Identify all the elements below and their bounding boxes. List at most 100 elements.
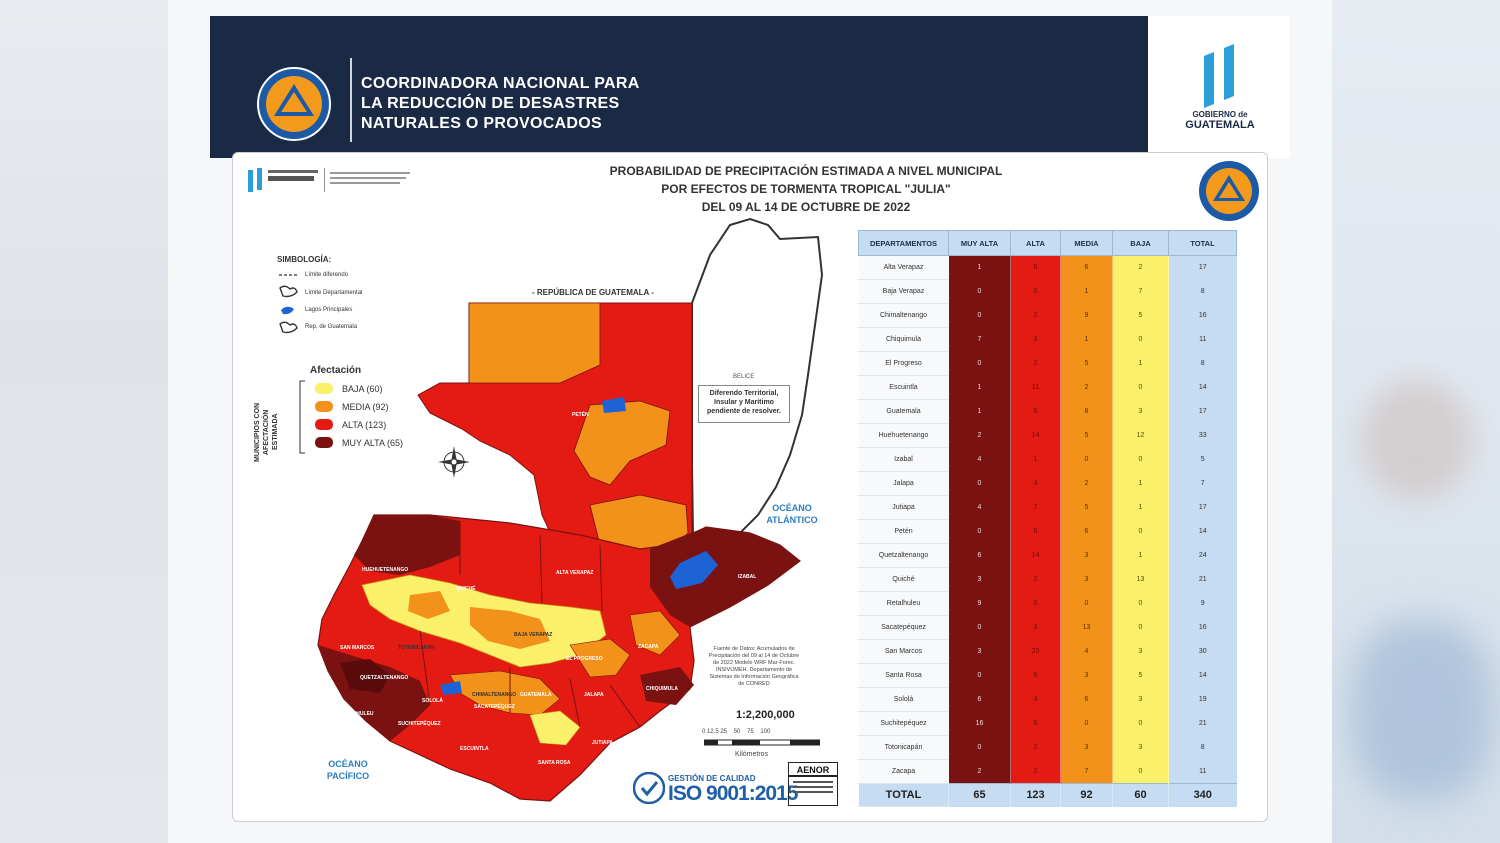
dept-label: ALTA VERAPAZ [556,570,594,576]
dept-label: SACATEPÉQUEZ [474,704,515,710]
cell-departamento: Zacapa [858,759,949,784]
afectacion-baja: BAJA (60) [342,384,383,394]
scale-bar [704,739,820,746]
total-value: 60 [1112,783,1169,807]
cell-departamento: Santa Rosa [858,663,949,688]
map-title-line: DEL 09 AL 14 DE OCTUBRE DE 2022 [701,200,911,214]
cell-value: 9 [948,591,1011,616]
cell-value: 13 [1060,615,1113,640]
header-banner [210,16,1148,158]
simbologia-item: Lagos Principales [305,307,353,313]
dept-label: HUEHUETENANGO [362,567,409,573]
afectacion-title: Afectación [310,365,362,376]
cell-value: 3 [1060,567,1113,592]
cell-value: 0 [948,615,1011,640]
cell-value: 12 [1112,423,1169,448]
cell-value: 5 [1112,663,1169,688]
cell-value: 17 [1168,495,1237,520]
cell-value: 0 [948,471,1011,496]
afectacion-alta: ALTA (123) [342,420,387,430]
table-row: Sacatepéquez 0 3 13 0 16 [858,615,1237,640]
dept-label: QUETZALTENANGO [360,675,409,681]
th-media: MEDIA [1060,230,1113,256]
th-muy-alta: MUY ALTA [948,230,1011,256]
cell-departamento: Jalapa [858,471,949,496]
scale-ticks: 0 12.5 25 50 75 100 [702,729,771,735]
cell-departamento: Sacatepéquez [858,615,949,640]
cell-value: 0 [1112,615,1169,640]
swatch-alta [315,419,333,430]
cell-value: 24 [1168,543,1237,568]
cell-value: 0 [1060,711,1113,736]
cell-value: 3 [1010,327,1061,352]
iso-big-text: ISO 9001:2015 [668,782,798,805]
table-row: Quiché 3 2 3 13 21 [858,567,1237,592]
cell-value: 8 [1168,279,1237,304]
cell-value: 7 [1112,279,1169,304]
cell-value: 5 [1168,447,1237,472]
cell-departamento: Quetzaltenango [858,543,949,568]
cell-value: 0 [1112,447,1169,472]
cell-value: 1 [1112,495,1169,520]
cell-value: 14 [1168,375,1237,400]
cell-value: 7 [1010,495,1061,520]
table-row: Alta Verapaz 1 8 6 2 17 [858,255,1237,280]
dept-label: SANTA ROSA [538,760,571,766]
dept-label: JUTIAPA [592,740,614,746]
cell-departamento: San Marcos [858,639,949,664]
background-right [1332,0,1500,843]
dept-label: EL PROGRESO [566,656,603,662]
cell-departamento: Escuintla [858,375,949,400]
cell-value: 14 [1010,423,1061,448]
iso-quality-icon [633,772,665,804]
swatch-muy-alta [315,437,333,448]
cell-value: 4 [1010,471,1061,496]
table-row: Santa Rosa 0 6 3 5 14 [858,663,1237,688]
cell-value: 5 [1060,495,1113,520]
cell-value: 2 [1010,759,1061,784]
iso-small-text: GESTIÓN DE CALIDAD [668,774,756,783]
dept-label: RETALHULEU [340,711,374,717]
cell-value: 3 [1060,663,1113,688]
belice-label: BELICE [733,374,755,380]
cell-value: 8 [1168,351,1237,376]
cell-value: 8 [1168,735,1237,760]
gobierno-line2: GUATEMALA [1185,119,1255,131]
map-title-line: POR EFECTOS DE TORMENTA TROPICAL "JULIA" [661,182,951,196]
fuente-text: Fuente de Datos: Acumulados de Precipita… [708,646,800,687]
cell-value: 2 [1010,735,1061,760]
cell-departamento: Sololá [858,687,949,712]
cell-value: 2 [1112,255,1169,280]
gobierno-line1: GOBIERNO de [1192,110,1248,119]
cell-value: 2 [948,423,1011,448]
cell-departamento: El Progreso [858,351,949,376]
cell-value: 2 [1010,303,1061,328]
cell-value: 19 [1168,687,1237,712]
cell-value: 14 [1010,543,1061,568]
cell-value: 0 [1060,447,1113,472]
cell-value: 5 [1010,399,1061,424]
table-row: El Progreso 0 2 5 1 8 [858,351,1237,376]
cell-value: 0 [948,303,1011,328]
dept-label: QUICHÉ [456,586,476,592]
simbologia-item: Límite diferendo [305,272,349,278]
gobierno-small-logo-icon [248,168,410,192]
cell-departamento: Guatemala [858,399,949,424]
org-name: COORDINADORA NACIONAL PARA LA REDUCCIÓN … [361,74,640,134]
cell-value: 0 [948,663,1011,688]
table-row: Suchitepéquez 16 5 0 0 21 [858,711,1237,736]
cell-value: 11 [1168,327,1237,352]
cell-departamento: Retalhuleu [858,591,949,616]
cell-value: 1 [948,375,1011,400]
afectacion-vertical-label: MUNICIPIOS CON AFECTACIÓN ESTIMADA [254,402,279,462]
cell-value: 1 [948,255,1011,280]
cell-value: 1 [1112,471,1169,496]
background-left [0,0,168,843]
map-title: PROBABILIDAD DE PRECIPITACIÓN ESTIMADA A… [556,162,1056,216]
th-departamentos: DEPARTAMENTOS [858,230,949,256]
cell-departamento: Petén [858,519,949,544]
org-line: NATURALES O PROVOCADOS [361,115,602,132]
cell-value: 13 [1112,567,1169,592]
cell-value: 0 [1112,711,1169,736]
cell-value: 3 [1112,399,1169,424]
